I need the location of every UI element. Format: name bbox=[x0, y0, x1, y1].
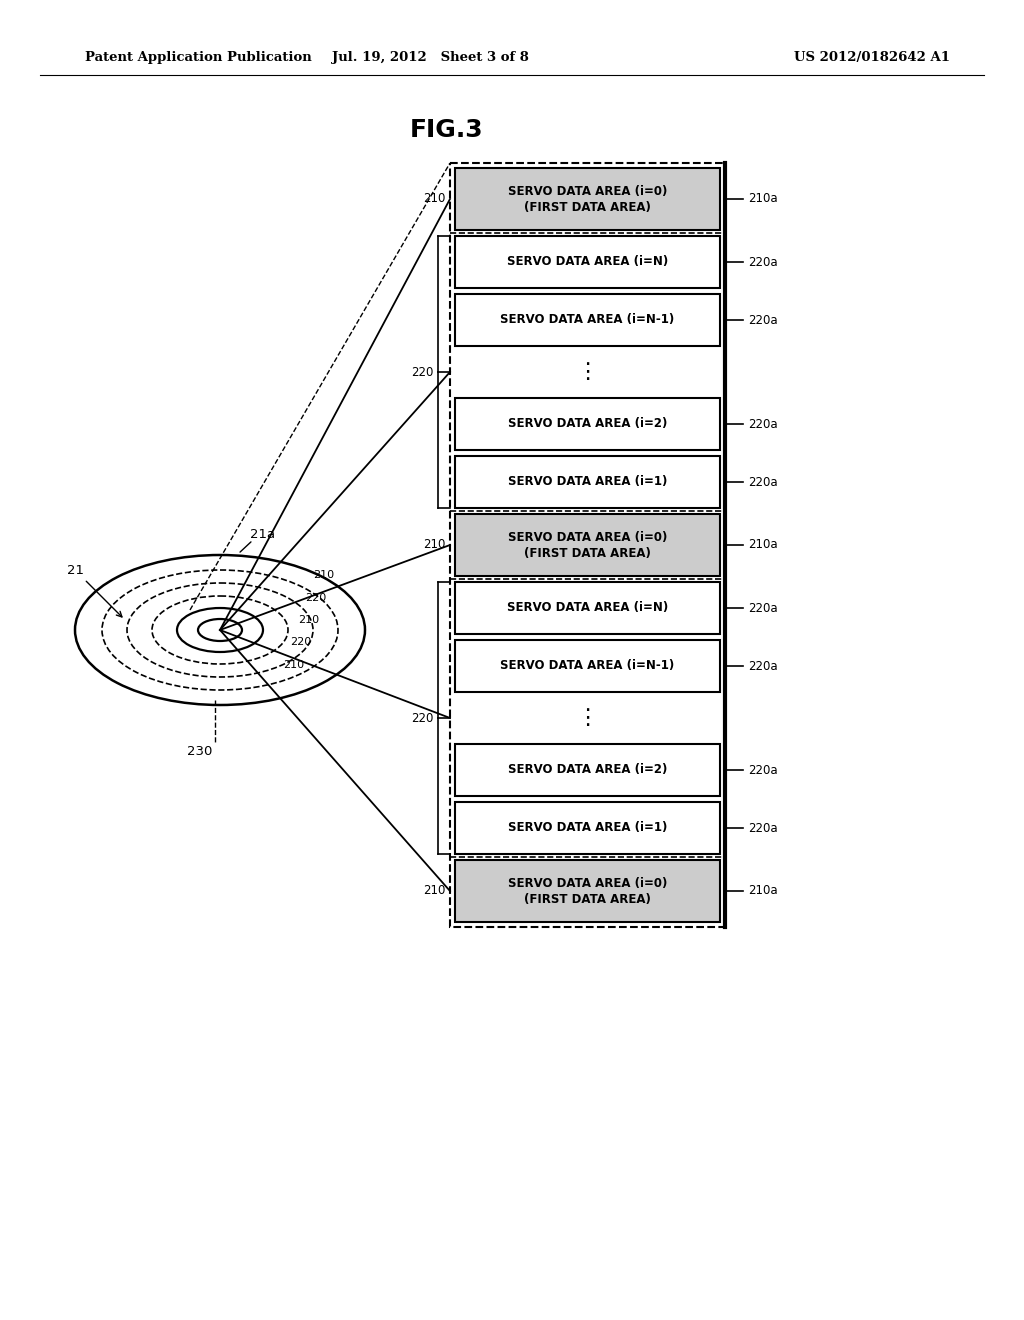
Bar bbox=[455, 744, 720, 796]
Text: 210: 210 bbox=[423, 193, 445, 206]
Text: 220: 220 bbox=[411, 366, 433, 379]
Text: ⋮: ⋮ bbox=[577, 708, 599, 729]
Text: SERVO DATA AREA (i=2): SERVO DATA AREA (i=2) bbox=[508, 417, 668, 430]
Bar bbox=[455, 513, 720, 576]
Text: Patent Application Publication: Patent Application Publication bbox=[85, 51, 311, 65]
Text: 210: 210 bbox=[423, 884, 445, 898]
Bar bbox=[455, 168, 720, 230]
Text: US 2012/0182642 A1: US 2012/0182642 A1 bbox=[794, 51, 950, 65]
Text: Jul. 19, 2012   Sheet 3 of 8: Jul. 19, 2012 Sheet 3 of 8 bbox=[332, 51, 528, 65]
Text: SERVO DATA AREA (i=1): SERVO DATA AREA (i=1) bbox=[508, 475, 668, 488]
Text: SERVO DATA AREA (i=N-1): SERVO DATA AREA (i=N-1) bbox=[501, 660, 675, 672]
Bar bbox=[455, 294, 720, 346]
Text: 220a: 220a bbox=[748, 602, 777, 615]
Text: 220a: 220a bbox=[748, 314, 777, 326]
Text: SERVO DATA AREA (i=0)
(FIRST DATA AREA): SERVO DATA AREA (i=0) (FIRST DATA AREA) bbox=[508, 531, 668, 560]
Text: 220a: 220a bbox=[748, 417, 777, 430]
Bar bbox=[455, 455, 720, 508]
Text: 210a: 210a bbox=[748, 884, 777, 898]
Text: 21: 21 bbox=[67, 564, 122, 616]
Text: 220: 220 bbox=[290, 638, 311, 647]
Text: SERVO DATA AREA (i=N-1): SERVO DATA AREA (i=N-1) bbox=[501, 314, 675, 326]
Bar bbox=[455, 861, 720, 921]
Text: 210: 210 bbox=[423, 539, 445, 552]
Text: FIG.3: FIG.3 bbox=[410, 117, 483, 143]
Text: 220: 220 bbox=[305, 593, 327, 603]
Text: 220: 220 bbox=[411, 711, 433, 725]
Text: 220a: 220a bbox=[748, 763, 777, 776]
Text: 220a: 220a bbox=[748, 256, 777, 268]
Bar bbox=[455, 803, 720, 854]
Text: SERVO DATA AREA (i=N): SERVO DATA AREA (i=N) bbox=[507, 602, 668, 615]
Text: 220a: 220a bbox=[748, 821, 777, 834]
Text: SERVO DATA AREA (i=N): SERVO DATA AREA (i=N) bbox=[507, 256, 668, 268]
Text: 230: 230 bbox=[187, 744, 213, 758]
Text: SERVO DATA AREA (i=0)
(FIRST DATA AREA): SERVO DATA AREA (i=0) (FIRST DATA AREA) bbox=[508, 185, 668, 214]
Text: 220a: 220a bbox=[748, 475, 777, 488]
Bar bbox=[455, 582, 720, 634]
Text: 210: 210 bbox=[283, 660, 304, 671]
Text: 210a: 210a bbox=[748, 193, 777, 206]
Bar bbox=[455, 640, 720, 692]
Text: SERVO DATA AREA (i=1): SERVO DATA AREA (i=1) bbox=[508, 821, 668, 834]
Text: 210a: 210a bbox=[748, 539, 777, 552]
Text: 220a: 220a bbox=[748, 660, 777, 672]
Bar bbox=[450, 162, 725, 927]
Text: 210: 210 bbox=[313, 570, 334, 579]
Bar bbox=[455, 236, 720, 288]
Text: SERVO DATA AREA (i=0)
(FIRST DATA AREA): SERVO DATA AREA (i=0) (FIRST DATA AREA) bbox=[508, 876, 668, 906]
Bar bbox=[455, 399, 720, 450]
Text: 210: 210 bbox=[298, 615, 319, 624]
Text: SERVO DATA AREA (i=2): SERVO DATA AREA (i=2) bbox=[508, 763, 668, 776]
Text: 21a: 21a bbox=[250, 528, 275, 541]
Text: ⋮: ⋮ bbox=[577, 362, 599, 381]
